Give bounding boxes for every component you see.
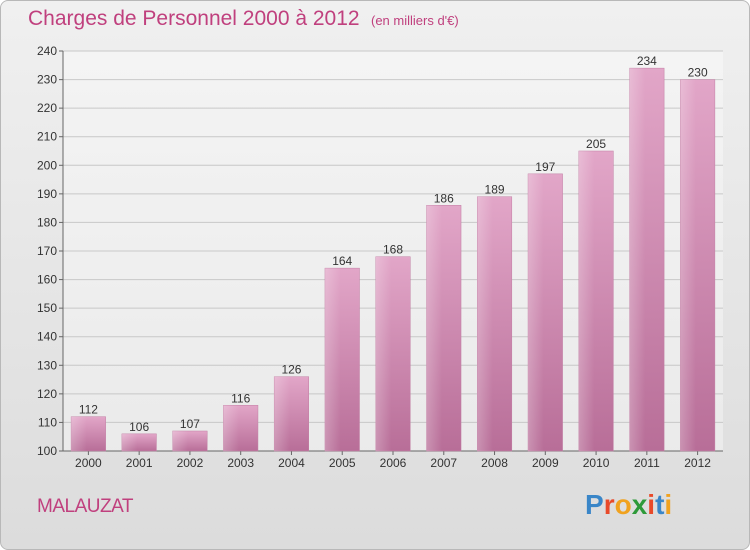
proxiti-logo: Proxiti bbox=[585, 488, 695, 522]
y-tick-label: 190 bbox=[37, 187, 57, 201]
y-tick-label: 180 bbox=[37, 215, 57, 229]
value-label-2008: 189 bbox=[485, 183, 505, 197]
y-tick-label: 160 bbox=[37, 273, 57, 287]
value-label-2005: 164 bbox=[332, 254, 352, 268]
value-label-2010: 205 bbox=[586, 137, 606, 151]
x-tick-label-2005: 2005 bbox=[329, 456, 356, 470]
x-tick-label-2002: 2002 bbox=[177, 456, 204, 470]
x-tick-label-2009: 2009 bbox=[532, 456, 559, 470]
bar-highlight-2000 bbox=[71, 416, 87, 451]
x-tick-label-2012: 2012 bbox=[684, 456, 711, 470]
bar-highlight-2009 bbox=[528, 173, 544, 451]
bar-highlight-2004 bbox=[274, 376, 290, 451]
y-tick-label: 200 bbox=[37, 158, 57, 172]
value-label-2000: 112 bbox=[79, 403, 98, 417]
x-tick-label-2008: 2008 bbox=[481, 456, 508, 470]
bar-highlight-2010 bbox=[578, 151, 595, 451]
bar-highlight-2005 bbox=[324, 268, 341, 451]
value-label-2009: 197 bbox=[535, 160, 555, 174]
bar-highlight-2001 bbox=[121, 433, 138, 451]
y-tick-label: 100 bbox=[37, 444, 57, 458]
y-tick-label: 170 bbox=[37, 244, 57, 258]
place-name: MALAUZAT bbox=[37, 496, 133, 517]
chart-title: Charges de Personnel 2000 à 2012 bbox=[28, 7, 360, 30]
value-label-2007: 186 bbox=[434, 191, 454, 205]
x-tick-label-2003: 2003 bbox=[227, 456, 254, 470]
x-tick-label-2004: 2004 bbox=[278, 456, 305, 470]
y-tick-label: 230 bbox=[37, 73, 57, 87]
y-tick-label: 140 bbox=[37, 330, 57, 344]
x-tick-label-2011: 2011 bbox=[634, 456, 660, 470]
value-label-2012: 230 bbox=[688, 66, 708, 80]
proxiti-logo-text: Proxiti bbox=[585, 489, 672, 520]
x-tick-label-2000: 2000 bbox=[75, 456, 102, 470]
x-tick-label-2007: 2007 bbox=[430, 456, 457, 470]
chart-subtitle: (en milliers d'€) bbox=[371, 13, 459, 28]
value-label-2001: 106 bbox=[129, 420, 149, 434]
y-tick-label: 220 bbox=[37, 101, 57, 115]
bar-highlight-2011 bbox=[629, 68, 646, 452]
bar-highlight-2007 bbox=[426, 205, 443, 451]
x-tick-label-2006: 2006 bbox=[380, 456, 407, 470]
y-tick-label: 210 bbox=[37, 130, 57, 144]
y-tick-label: 110 bbox=[38, 415, 57, 429]
bar-highlight-2008 bbox=[477, 196, 493, 451]
value-label-2003: 116 bbox=[231, 391, 250, 405]
x-tick-label-2001: 2001 bbox=[126, 456, 153, 470]
x-tick-label-2010: 2010 bbox=[583, 456, 610, 470]
value-label-2011: 234 bbox=[637, 54, 657, 68]
bar-highlight-2003 bbox=[223, 405, 239, 451]
value-label-2002: 107 bbox=[180, 417, 200, 431]
bar-highlight-2002 bbox=[172, 431, 189, 451]
y-tick-label: 120 bbox=[37, 387, 57, 401]
y-tick-label: 130 bbox=[37, 358, 57, 372]
y-tick-label: 240 bbox=[37, 44, 57, 58]
value-label-2004: 126 bbox=[281, 363, 301, 377]
bar-highlight-2012 bbox=[680, 79, 696, 452]
bar-highlight-2006 bbox=[375, 256, 392, 451]
value-label-2006: 168 bbox=[383, 243, 403, 257]
y-tick-label: 150 bbox=[37, 301, 57, 315]
